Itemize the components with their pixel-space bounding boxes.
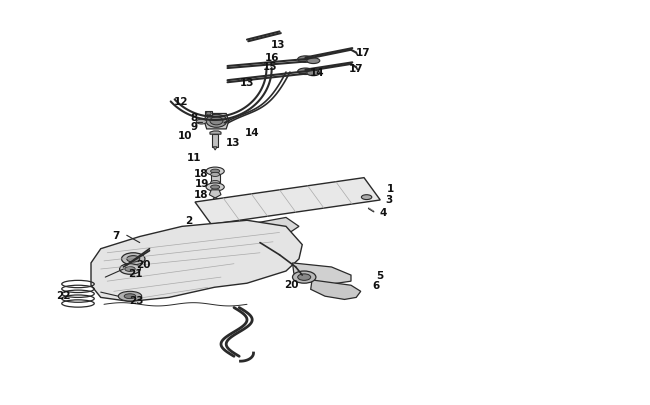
Ellipse shape — [211, 170, 220, 174]
Polygon shape — [204, 114, 229, 130]
Text: 5: 5 — [376, 271, 384, 280]
Ellipse shape — [211, 185, 220, 190]
Ellipse shape — [206, 183, 224, 192]
Text: 18: 18 — [194, 190, 209, 199]
Polygon shape — [311, 280, 361, 300]
Ellipse shape — [211, 173, 220, 177]
Ellipse shape — [361, 195, 372, 200]
Ellipse shape — [120, 264, 140, 275]
Text: 20: 20 — [284, 279, 298, 289]
Ellipse shape — [124, 294, 136, 299]
Text: 11: 11 — [187, 153, 201, 163]
Ellipse shape — [211, 181, 220, 185]
Ellipse shape — [196, 120, 207, 125]
Text: 10: 10 — [178, 131, 192, 141]
Text: 21: 21 — [128, 269, 142, 278]
Ellipse shape — [122, 253, 145, 265]
Text: 12: 12 — [174, 97, 188, 107]
Text: 13: 13 — [240, 78, 254, 88]
Text: 9: 9 — [190, 122, 197, 131]
Text: 13: 13 — [271, 40, 285, 50]
Polygon shape — [209, 190, 221, 198]
Text: 8: 8 — [190, 113, 198, 122]
Text: 14: 14 — [245, 128, 259, 138]
Ellipse shape — [125, 267, 135, 272]
Text: 13: 13 — [226, 138, 240, 147]
Polygon shape — [212, 134, 218, 147]
Text: 4: 4 — [380, 208, 387, 217]
Polygon shape — [213, 147, 217, 151]
Polygon shape — [213, 198, 217, 202]
Ellipse shape — [206, 112, 211, 116]
Text: 16: 16 — [265, 53, 279, 62]
Text: 15: 15 — [263, 62, 277, 72]
Ellipse shape — [298, 57, 313, 63]
Ellipse shape — [210, 117, 223, 126]
Text: 18: 18 — [194, 168, 209, 178]
Ellipse shape — [307, 59, 320, 64]
Ellipse shape — [206, 115, 227, 128]
Text: 7: 7 — [112, 231, 120, 241]
Ellipse shape — [298, 274, 311, 281]
Text: 1: 1 — [386, 183, 394, 193]
Text: 6: 6 — [372, 280, 380, 290]
Text: 17: 17 — [349, 64, 363, 74]
Polygon shape — [211, 175, 220, 183]
Ellipse shape — [307, 71, 320, 77]
Polygon shape — [195, 178, 380, 225]
Polygon shape — [205, 112, 212, 116]
Polygon shape — [210, 132, 221, 135]
Text: 20: 20 — [136, 259, 150, 269]
Text: 3: 3 — [385, 194, 393, 204]
Text: 23: 23 — [129, 296, 144, 305]
Text: 19: 19 — [194, 179, 209, 188]
Polygon shape — [292, 263, 351, 284]
Ellipse shape — [298, 69, 313, 75]
Ellipse shape — [118, 292, 142, 301]
Text: 14: 14 — [310, 68, 324, 78]
Text: 2: 2 — [185, 216, 192, 226]
Ellipse shape — [292, 271, 316, 284]
Text: 22: 22 — [57, 290, 71, 300]
Text: 17: 17 — [356, 48, 370, 58]
Polygon shape — [244, 218, 299, 241]
Ellipse shape — [127, 256, 140, 262]
Polygon shape — [91, 221, 302, 302]
Ellipse shape — [206, 168, 224, 176]
